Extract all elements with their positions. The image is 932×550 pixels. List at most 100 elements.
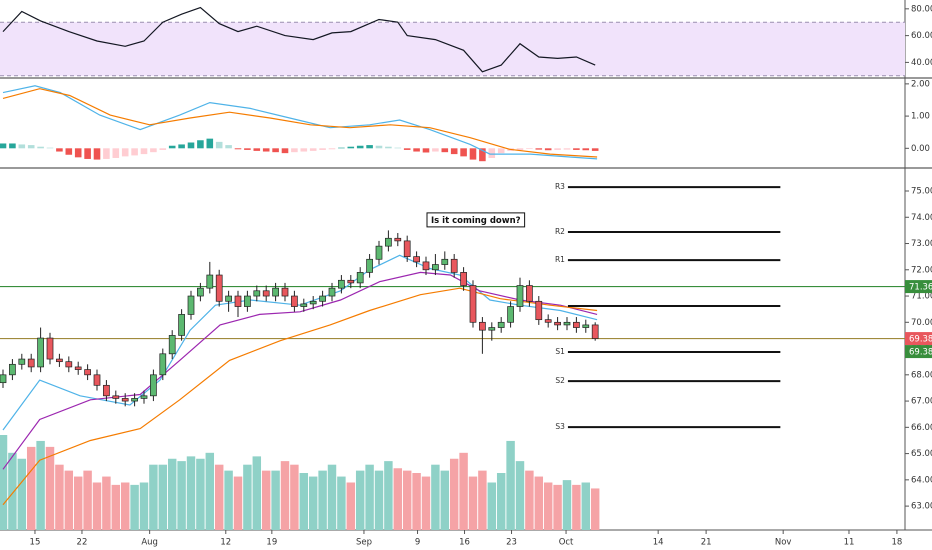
candle-body	[9, 363, 16, 376]
macd-histogram-bar	[187, 142, 195, 149]
pivot-label: R3	[555, 182, 565, 191]
macd-histogram-bar	[497, 148, 505, 154]
volume-bar	[393, 468, 403, 530]
volume-bar	[149, 464, 158, 530]
macd-histogram-bar	[103, 148, 110, 159]
macd-histogram-bar	[422, 148, 430, 153]
candle-body	[46, 337, 54, 360]
macd-histogram-bar	[591, 148, 599, 151]
volume-bar	[553, 484, 562, 530]
macd-histogram-bar	[131, 148, 138, 156]
volume-bar	[45, 446, 55, 530]
pivot-label: R1	[555, 255, 565, 264]
volume-bar	[299, 473, 309, 530]
candle-body	[272, 287, 279, 297]
candle-body	[394, 237, 402, 242]
candle-body	[563, 321, 571, 326]
macd-histogram-bar	[253, 148, 261, 151]
level-label-box	[905, 280, 932, 294]
volume-bar	[55, 464, 64, 530]
pivot-label: S3	[555, 422, 565, 431]
y-tick-label: 63.00	[911, 502, 932, 512]
macd-histogram-bar	[375, 145, 383, 149]
x-tick-label: 11	[844, 538, 855, 548]
candle-body	[197, 287, 204, 297]
volume-bar	[562, 480, 572, 530]
candle-body	[441, 258, 449, 265]
macd-histogram-bar	[93, 148, 101, 160]
indicator-line	[2, 88, 598, 158]
volume-bar	[534, 476, 544, 530]
candle-body	[432, 264, 439, 271]
candle-body	[385, 237, 392, 247]
y-tick-label: 40.00	[911, 58, 932, 68]
annotation-box	[426, 212, 526, 228]
volume-bar	[355, 470, 365, 530]
candle-body	[488, 327, 496, 331]
candle-body	[347, 279, 355, 284]
candle-body	[140, 395, 148, 399]
pivot-label: S2	[555, 376, 565, 385]
x-tick-label: 14	[653, 538, 664, 548]
candle-body	[159, 353, 167, 376]
macd-histogram-bar	[300, 148, 308, 152]
x-tick-label: Sep	[356, 538, 372, 548]
candle-body	[206, 274, 214, 289]
last-price-label: 69.38	[909, 335, 932, 345]
volume-bar	[543, 482, 553, 530]
macd-histogram-bar	[56, 148, 63, 152]
macd-histogram-bar	[573, 148, 580, 150]
y-tick-label: 73.00	[911, 239, 932, 249]
pivot-label: S1	[555, 347, 565, 356]
x-tick-label: 23	[506, 538, 517, 548]
y-tick-label: 68.00	[911, 370, 932, 380]
candle-body	[234, 295, 242, 307]
volume-bar	[167, 458, 177, 530]
macd-histogram-bar	[291, 148, 298, 153]
volume-bar	[280, 461, 290, 530]
candle-body	[0, 374, 7, 384]
y-tick-label: 72.00	[911, 265, 932, 275]
volume-bar	[271, 470, 280, 530]
macd-histogram-bar	[432, 148, 439, 152]
candle-body	[591, 324, 599, 339]
candle-body	[262, 290, 270, 297]
candle-body	[422, 261, 430, 271]
macd-histogram-bar	[84, 148, 91, 159]
macd-histogram-bar	[441, 148, 449, 153]
macd-histogram-bar	[225, 145, 232, 149]
volume-bar	[102, 476, 111, 530]
volume-bar	[83, 470, 92, 530]
level-label: 71.36	[909, 283, 932, 293]
candle-body	[93, 374, 101, 386]
candle-body	[366, 258, 373, 273]
macd-histogram-bar	[385, 146, 392, 149]
macd-histogram-bar	[535, 148, 543, 150]
annotation-text: Is it coming down?	[431, 216, 521, 226]
macd-histogram-bar	[544, 148, 552, 151]
candle-body	[291, 295, 298, 307]
x-tick-label: 21	[701, 538, 712, 548]
volume-bar	[384, 461, 393, 530]
macd-histogram-bar	[140, 148, 148, 155]
candle-body	[253, 290, 261, 297]
candle-body	[507, 306, 514, 323]
macd-histogram-bar	[309, 148, 317, 151]
volume-bar	[506, 440, 515, 530]
candle-body	[112, 395, 120, 399]
candle-body	[56, 358, 63, 363]
indicator-line	[2, 85, 598, 160]
volume-bar	[17, 458, 27, 530]
volume-bar	[412, 473, 421, 530]
macd-histogram-bar	[319, 148, 326, 150]
macd-histogram-bar	[450, 148, 458, 155]
macd-histogram-bar	[469, 148, 477, 160]
candle-body	[573, 321, 580, 328]
volume-bar	[120, 482, 130, 530]
candle-body	[74, 366, 82, 370]
volume-bar	[196, 458, 205, 530]
x-tick-label: 16	[459, 538, 470, 548]
candle-body	[215, 274, 223, 302]
volume-bar	[186, 456, 196, 530]
volume-bar	[572, 484, 581, 530]
